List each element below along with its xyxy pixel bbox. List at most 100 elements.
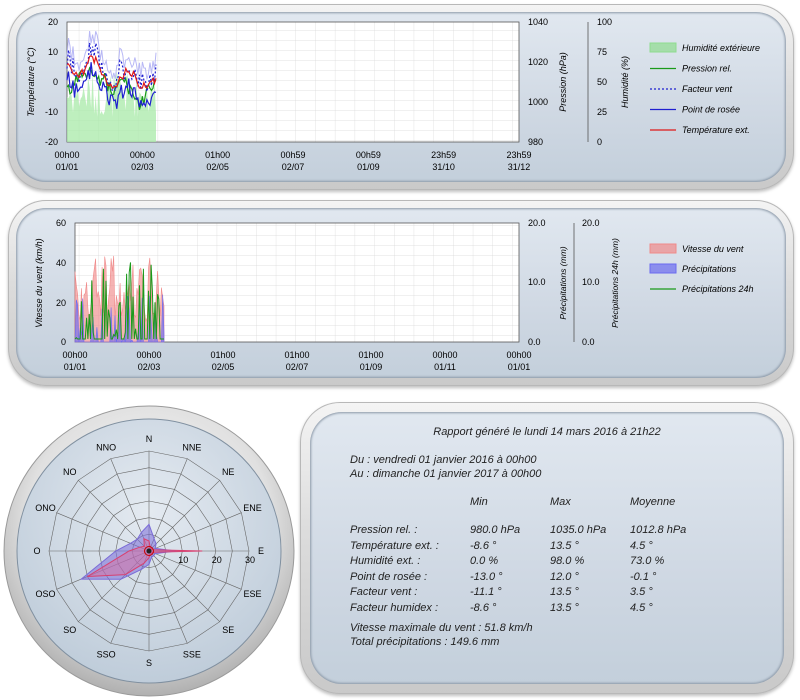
y-tick: 0: [53, 77, 58, 87]
y-tick: -20: [45, 137, 58, 147]
x-tick-date: 31/10: [432, 162, 455, 172]
rose-direction-label: O: [33, 546, 40, 556]
row-average: 4.5 °: [630, 601, 653, 614]
rose-direction-label: NNO: [96, 443, 116, 453]
legend-label: Vitesse du vent: [682, 244, 744, 254]
y-tick: 20.0: [582, 218, 600, 228]
y-axis-label: Humidité (%): [620, 56, 630, 108]
column-header-max: Max: [550, 496, 571, 508]
y-axis-label: Vitesse du vent (km/h): [34, 238, 44, 327]
y-tick: 20.0: [528, 218, 546, 228]
report-period-from: Du : vendredi 01 janvier 2016 à 00h00: [350, 454, 537, 466]
row-average: 73.0 %: [630, 555, 665, 567]
rose-direction-label: ESE: [243, 589, 261, 599]
y-tick: 0.0: [582, 337, 595, 347]
y-tick: 75: [597, 47, 607, 57]
rose-direction-label: E: [258, 546, 264, 556]
x-tick-date: 01/01: [64, 362, 87, 372]
series-windchill-band: [66, 30, 157, 80]
x-tick-date: 02/07: [286, 362, 309, 372]
column-header-min: Min: [470, 496, 488, 508]
chart1-y-axis-humidity: 100 75 50 25 0 Humidité (%): [587, 17, 630, 147]
row-average: 1012.8 hPa: [630, 524, 687, 536]
row-label: Facteur humidex :: [350, 601, 439, 614]
rose-scale-label: 10: [178, 555, 188, 565]
row-min: -11.1 °: [470, 586, 502, 598]
row-label: Pression rel. :: [350, 524, 418, 536]
y-tick: 1020: [528, 57, 548, 67]
legend-label: Précipitations 24h: [682, 284, 754, 294]
x-tick-time: 23h59: [506, 150, 531, 160]
chart2-x-axis: 00h00 01/01 00h00 02/03 01h00 02/05 01h00 02/07…: [62, 350, 531, 372]
row-label: Point de rosée :: [350, 570, 428, 583]
column-header-average: Moyenne: [630, 496, 676, 508]
chart1-legend: Humidité extérieure Pression rel. Facteur …: [649, 42, 760, 135]
chart2-y-axis-precip: 20.0 10.0 0.0 Précipitations (mm): [528, 218, 568, 347]
rose-direction-label: ONO: [35, 503, 56, 513]
x-tick-date: 01/01: [56, 162, 79, 172]
row-min: -8.6 °: [470, 601, 497, 614]
legend-label: Température ext.: [682, 125, 750, 135]
row-min: -13.0 °: [470, 570, 503, 583]
x-tick-time: 00h00: [62, 350, 87, 360]
legend-label: Facteur vent: [682, 84, 733, 94]
rose-center-ring: [144, 546, 154, 556]
report-title: Rapport généré le lundi 14 mars 2016 à 2…: [433, 426, 661, 438]
x-tick-time: 01h00: [210, 350, 235, 360]
rose-scale-label: 30: [245, 555, 255, 565]
y-tick: 20: [48, 17, 58, 27]
chart1-y-axis-temperature: 20 10 0 -10 -20 Température (°C): [26, 17, 58, 147]
rose-grid-spoke: [148, 480, 220, 552]
row-min: 980.0 hPa: [470, 524, 521, 536]
x-tick-time: 00h00: [506, 350, 531, 360]
x-tick-time: 01h00: [284, 350, 309, 360]
report-panel: Rapport généré le lundi 14 mars 2016 à 2…: [300, 402, 794, 694]
y-tick: 10.0: [582, 277, 600, 287]
row-average: -0.1 °: [630, 570, 657, 583]
chart2-legend: Vitesse du vent Précipitations Précipitati…: [649, 243, 754, 294]
chart2-y-axis-wind: 60 40 20 0 Vitesse du vent (km/h): [34, 218, 66, 347]
y-tick: 60: [56, 218, 66, 228]
y-axis-label: Pression (hPa): [558, 52, 568, 112]
row-average: 4.5 °: [630, 539, 653, 552]
rose-grid-spoke: [148, 550, 220, 622]
y-tick: 50: [597, 77, 607, 87]
rose-center-dot: [146, 548, 152, 554]
rose-direction-label: SE: [222, 625, 234, 635]
y-tick: 1000: [528, 97, 548, 107]
rose-grid-spoke: [148, 550, 188, 644]
legend-swatch: [649, 243, 677, 254]
report-period-to: Au : dimanche 01 janvier 2017 à 00h00: [350, 468, 542, 480]
report-total-precip: Total précipitations : 149.6 mm: [350, 636, 500, 648]
x-tick-date: 02/03: [138, 362, 161, 372]
rose-max-area: [87, 537, 203, 577]
rose-direction-label: NO: [63, 467, 77, 477]
x-tick-date: 02/07: [282, 162, 305, 172]
rose-direction-label: NNE: [182, 443, 201, 453]
chart2-y-axis-precip24: 20.0 10.0 0.0 Précipitations 24h (mm): [573, 218, 620, 347]
x-tick-date: 02/05: [206, 162, 229, 172]
x-tick-date: 01/09: [360, 362, 383, 372]
y-tick: 1040: [528, 17, 548, 27]
rose-grid-spoke: [148, 550, 242, 590]
row-average: 3.5 °: [630, 586, 653, 598]
rose-direction-label: SSO: [97, 650, 116, 660]
y-tick: -10: [45, 107, 58, 117]
legend-swatch: [649, 42, 677, 53]
row-min: 0.0 %: [470, 555, 499, 567]
row-min: -8.6 °: [470, 539, 497, 552]
series-pressure-line: [66, 66, 157, 110]
rose-grid-spoke: [148, 458, 188, 552]
rose-direction-label: ENE: [243, 503, 262, 513]
x-tick-time: 01h00: [205, 150, 230, 160]
y-tick: 0: [597, 137, 602, 147]
x-tick-time: 00h00: [136, 350, 161, 360]
wind-precipitation-chart: 60 40 20 0 Vitesse du vent (km/h) 20.0 1…: [34, 218, 754, 372]
series-precip24-line: [74, 262, 164, 340]
rose-direction-label: N: [146, 434, 153, 444]
rose-direction-label: NE: [222, 467, 235, 477]
row-max: 13.5 °: [550, 586, 579, 598]
x-tick-date: 02/03: [131, 162, 154, 172]
x-tick-date: 01/01: [508, 362, 531, 372]
y-tick: 25: [597, 107, 607, 117]
